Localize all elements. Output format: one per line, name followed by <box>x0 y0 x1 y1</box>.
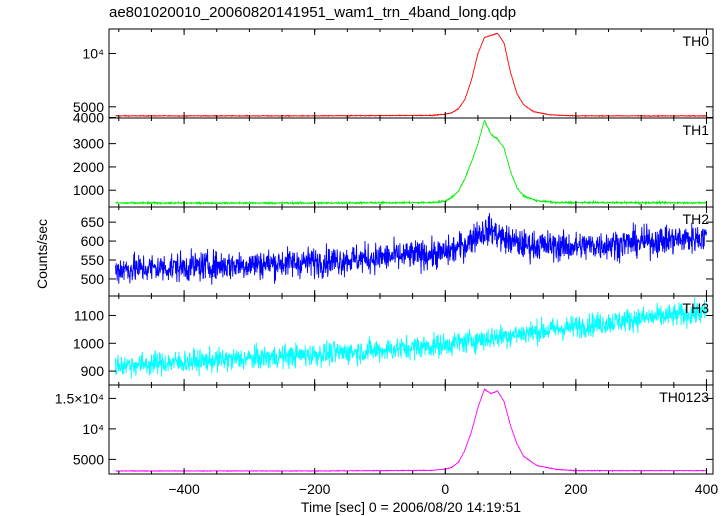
y-tick-label: 650 <box>81 214 105 230</box>
x-tick-label: 400 <box>695 481 719 497</box>
y-tick-label: 10⁴ <box>82 46 104 62</box>
panels: 4000500010⁴TH0100020003000TH150055060065… <box>55 28 714 475</box>
series-label-th3: TH3 <box>683 300 710 316</box>
panel-frame <box>108 384 714 475</box>
y-tick-label: 500 <box>81 271 105 287</box>
y-tick-label: 900 <box>81 363 105 379</box>
x-tick-label: −400 <box>168 481 200 497</box>
x-tick-label: 200 <box>564 481 588 497</box>
series-label-th0: TH0 <box>683 33 710 49</box>
series-line-th3 <box>115 297 707 380</box>
series-label-th0123: TH0123 <box>659 389 709 405</box>
y-tick-label: 4000 <box>73 109 104 125</box>
y-tick-label: 5000 <box>73 451 104 467</box>
y-tick-label: 1100 <box>74 307 104 323</box>
x-tick-label: 0 <box>441 481 449 497</box>
y-tick-label: 1000 <box>73 182 104 198</box>
y-tick-label: 1000 <box>73 335 104 351</box>
panel-th3: 900 1000 1100 TH3 <box>73 295 714 386</box>
series-line-th0123 <box>115 388 707 473</box>
panel-th0123: 5000 10⁴ 1.5×10⁴ TH0123 <box>55 384 714 475</box>
panel-th1: 1000 2000 3000 TH1 <box>73 117 714 208</box>
panel-frame <box>108 28 714 119</box>
panel-th2: 500 550 600 650 TH2 <box>81 206 714 297</box>
y-tick-label: 5000 <box>73 99 104 115</box>
series-label-th1: TH1 <box>683 122 710 138</box>
panel-frame <box>108 117 714 208</box>
y-tick-label: 600 <box>81 233 105 249</box>
x-tick-label: −200 <box>299 481 331 497</box>
series-line-th2 <box>115 212 707 285</box>
y-tick-label: 10⁴ <box>82 421 104 437</box>
x-axis-title: Time [sec] 0 = 2006/08/20 14:19:51 <box>301 499 521 515</box>
y-tick-label: 2000 <box>73 159 104 175</box>
y-tick-label: 1.5×10⁴ <box>55 390 104 406</box>
y-tick-label: 3000 <box>73 136 104 152</box>
y-tick-label: 550 <box>81 252 105 268</box>
x-axis-labels: −400 −200 0 200 400 <box>168 481 718 497</box>
chart-title: ae801020010_20060820141951_wam1_trn_4ban… <box>109 4 516 21</box>
series-line-th0 <box>115 33 707 118</box>
y-axis-title: Counts/sec <box>34 219 50 289</box>
series-label-th2: TH2 <box>683 211 710 227</box>
series-line-th1 <box>115 119 707 206</box>
